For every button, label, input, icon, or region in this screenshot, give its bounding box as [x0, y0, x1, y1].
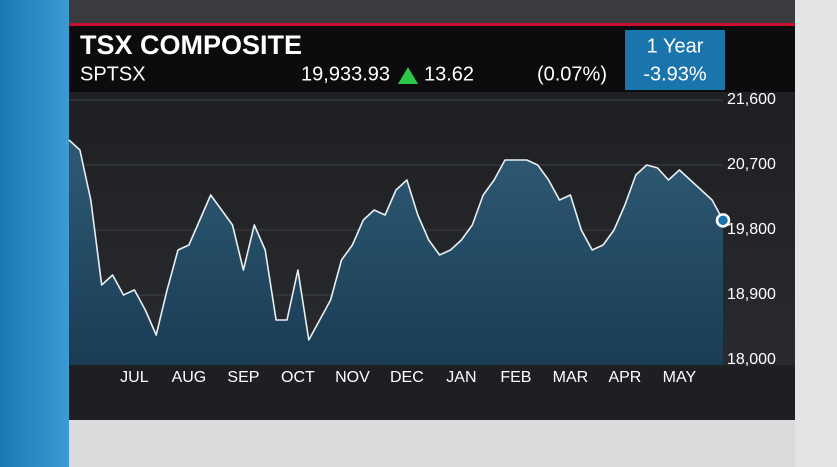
x-tick-label: JUL: [120, 369, 149, 386]
x-tick-label: SEP: [227, 369, 259, 386]
area-fill: [69, 140, 723, 365]
ticker: SPTSX: [80, 63, 146, 85]
x-tick-label: DEC: [390, 369, 424, 386]
x-tick-label: FEB: [500, 369, 531, 386]
x-tick-label: OCT: [281, 369, 315, 386]
red-rule: [69, 23, 795, 26]
y-tick-label: 19,800: [727, 221, 776, 238]
change: 13.62: [424, 63, 474, 85]
title: TSX COMPOSITE: [80, 30, 302, 60]
x-tick-label: AUG: [172, 369, 207, 386]
top-band: [69, 0, 795, 23]
x-tick-label: MAR: [553, 369, 589, 386]
line: [68, 139, 724, 341]
x-axis-band: [69, 365, 795, 420]
right-panel: [795, 0, 837, 467]
x-tick-label: APR: [608, 369, 641, 386]
last-point: [715, 213, 731, 228]
y-tick-label: 21,600: [727, 91, 776, 108]
y-tick-label: 20,700: [727, 156, 776, 173]
period-box: [625, 30, 725, 90]
x-tick-label: MAY: [663, 369, 697, 386]
x-tick-label: JAN: [446, 369, 476, 386]
up-arrow: [398, 67, 418, 84]
change-pct: (0.07%): [537, 63, 607, 85]
period-change: -3.93%: [643, 63, 707, 85]
left-stripe: [0, 0, 69, 467]
y-tick-label: 18,900: [727, 286, 776, 303]
x-tick-label: NOV: [335, 369, 370, 386]
y-tick-label: 18,000: [727, 351, 776, 368]
period: 1 Year: [647, 35, 704, 57]
last-price: 19,933.93: [301, 63, 390, 85]
